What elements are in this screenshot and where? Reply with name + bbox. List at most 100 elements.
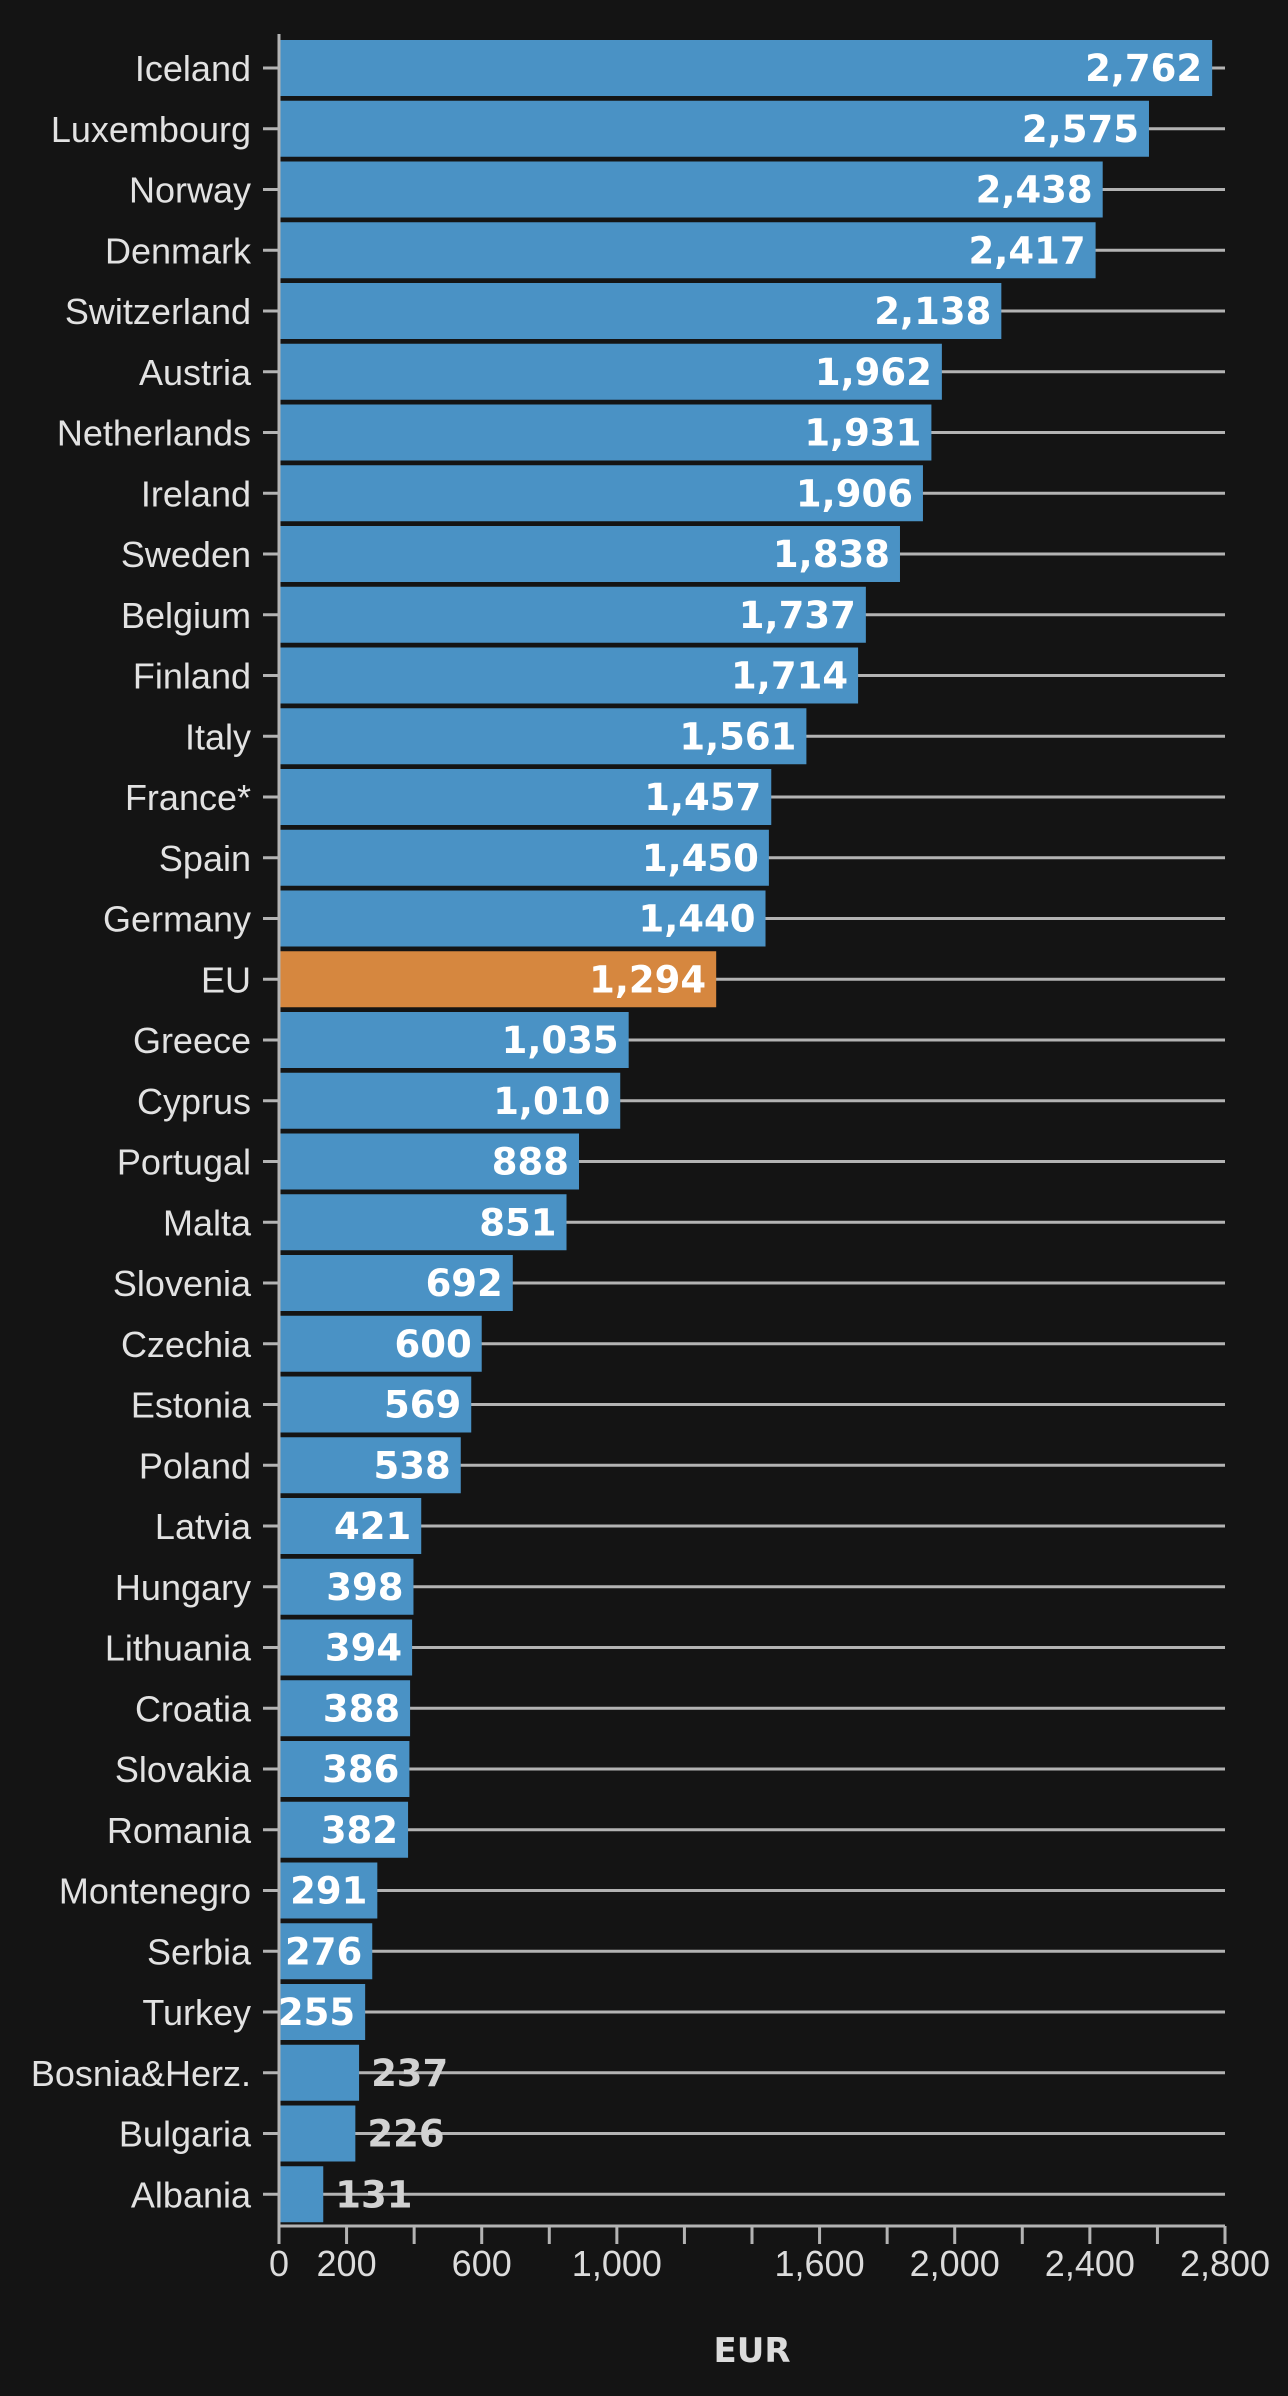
bar <box>279 1133 580 1190</box>
x-tick-label: 0 <box>269 2243 289 2284</box>
x-tick-label: 2,400 <box>1045 2243 1135 2284</box>
bar <box>279 708 807 765</box>
category-label: Cyprus <box>137 1081 251 1122</box>
value-label: 851 <box>479 1201 556 1244</box>
category-label: Netherlands <box>57 413 251 454</box>
category-label: Slovenia <box>113 1263 252 1304</box>
bar <box>279 343 942 400</box>
category-label: Switzerland <box>65 291 251 332</box>
x-axis-title: EUR <box>713 2331 790 2371</box>
category-label: France* <box>125 777 251 818</box>
bar <box>279 1437 461 1494</box>
category-label: Finland <box>133 656 251 697</box>
bar <box>279 2105 356 2162</box>
bar <box>279 1680 411 1737</box>
value-label: 1,440 <box>638 898 755 941</box>
value-label: 276 <box>285 1930 362 1973</box>
bar <box>279 526 900 582</box>
bar <box>279 1923 373 1980</box>
category-label: Hungary <box>115 1567 251 1608</box>
value-label: 2,438 <box>976 169 1093 212</box>
value-label: 888 <box>492 1141 569 1184</box>
bar <box>279 2166 324 2223</box>
value-label: 291 <box>290 1870 367 1913</box>
bar <box>279 829 769 886</box>
value-labels: 2,762 2,575 2,438 2,417 2,138 1,962 1,931 1,906… <box>278 47 1202 2216</box>
bar <box>279 465 923 522</box>
bar <box>279 1741 410 1797</box>
value-label: 237 <box>371 2052 448 2095</box>
category-label: Albania <box>131 2174 252 2215</box>
category-label: Greece <box>133 1020 251 1061</box>
value-label: 2,575 <box>1022 108 1139 151</box>
bar <box>279 890 766 947</box>
x-tick-label: 600 <box>452 2243 512 2284</box>
category-label: Austria <box>139 352 252 393</box>
value-label: 538 <box>374 1444 451 1487</box>
bar <box>279 40 1213 96</box>
bar <box>279 1558 414 1615</box>
value-label: 398 <box>326 1566 403 1609</box>
bar <box>279 647 859 704</box>
category-label: Malta <box>163 1202 252 1243</box>
category-label: Latvia <box>155 1506 252 1547</box>
value-label: 386 <box>322 1748 399 1791</box>
bar <box>279 161 1103 218</box>
bar <box>279 1801 409 1858</box>
bar <box>279 1376 472 1433</box>
value-label: 1,457 <box>644 776 761 819</box>
category-label: Denmark <box>105 230 252 271</box>
value-label: 600 <box>394 1323 471 1366</box>
category-label: Lithuania <box>105 1628 252 1669</box>
category-label: Turkey <box>142 1992 251 2033</box>
category-label: Slovakia <box>115 1749 252 1790</box>
category-label: Estonia <box>131 1385 252 1426</box>
value-label: 1,561 <box>679 715 796 758</box>
x-tick-label: 1,000 <box>572 2243 662 2284</box>
value-label: 1,035 <box>502 1019 619 1062</box>
bar <box>279 1012 629 1068</box>
category-label: Bosnia&Herz. <box>31 2053 251 2094</box>
category-label: Croatia <box>135 1688 252 1729</box>
x-tick-label: 2,000 <box>910 2243 1000 2284</box>
x-axis-ticks: 0 200 600 1,000 1,600 2,000 2,400 2,800 <box>269 2226 1270 2284</box>
value-label: 1,838 <box>773 533 890 576</box>
bar <box>279 1255 513 1311</box>
value-label: 692 <box>426 1262 503 1305</box>
value-label: 388 <box>323 1687 400 1730</box>
bar <box>279 769 772 825</box>
bar <box>279 1072 621 1129</box>
bar <box>279 222 1096 279</box>
value-label: 1,714 <box>731 655 848 698</box>
value-label: 2,762 <box>1085 47 1202 90</box>
category-label: Iceland <box>135 48 251 89</box>
value-label: 1,906 <box>796 472 913 515</box>
bar <box>279 2044 360 2101</box>
category-label: Poland <box>139 1445 251 1486</box>
value-label: 421 <box>334 1505 411 1548</box>
value-label: 255 <box>278 1991 355 2034</box>
bar-highlight <box>279 951 717 1008</box>
category-label: Spain <box>159 838 251 879</box>
bar <box>279 283 1002 339</box>
value-label: 2,138 <box>874 290 991 333</box>
value-label: 382 <box>321 1809 398 1852</box>
bar <box>279 1862 378 1919</box>
value-label: 2,417 <box>969 229 1086 272</box>
category-label: Italy <box>185 716 251 757</box>
value-label: 569 <box>384 1384 461 1427</box>
category-label: Serbia <box>147 1931 252 1972</box>
value-label: 1,294 <box>589 958 706 1001</box>
bar <box>279 1498 422 1554</box>
category-label: EU <box>201 959 251 1000</box>
value-label: 1,737 <box>739 594 856 637</box>
bar <box>279 1984 366 2040</box>
category-label: Ireland <box>141 473 251 514</box>
x-tick-label: 1,600 <box>775 2243 865 2284</box>
value-label: 394 <box>325 1627 402 1670</box>
category-label: Luxembourg <box>51 109 251 150</box>
category-label: Czechia <box>121 1324 252 1365</box>
category-label: Sweden <box>121 534 251 575</box>
country-labels: Iceland Luxembourg Norway Denmark Switzerlan… <box>31 48 252 2215</box>
